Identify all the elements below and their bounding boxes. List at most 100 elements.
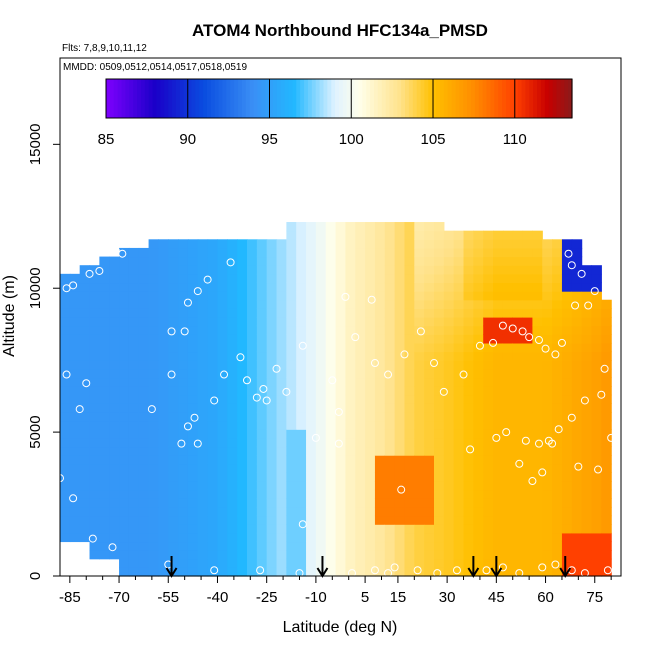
field-cell (355, 515, 366, 525)
field-cell (561, 317, 573, 327)
field-cell (483, 506, 494, 517)
field-cell (69, 506, 81, 517)
field-cell (502, 351, 514, 361)
colorbar-segment (164, 79, 169, 118)
field-cell (138, 463, 150, 473)
field-cell (276, 282, 287, 292)
field-cell (591, 515, 602, 525)
field-cell (532, 472, 543, 482)
field-cell (227, 282, 238, 292)
field-cell (571, 273, 583, 284)
field-cell (591, 308, 602, 318)
field-cell (571, 386, 583, 396)
field-cell (217, 325, 228, 335)
field-cell (158, 351, 169, 361)
field-cell (443, 455, 455, 465)
field-cell (89, 308, 100, 318)
field-cell (384, 265, 396, 275)
field-cell (483, 282, 494, 292)
field-cell (128, 411, 140, 422)
field-cell (581, 308, 593, 318)
field-cell (483, 247, 494, 258)
field-cell (178, 558, 189, 568)
field-cell (89, 317, 100, 327)
field-cell (532, 515, 543, 525)
field-cell (414, 420, 425, 430)
field-cell (384, 394, 396, 404)
field-cell (207, 472, 219, 482)
field-cell (89, 368, 100, 379)
field-cell (60, 403, 71, 413)
field-cell (532, 403, 543, 413)
field-cell (374, 273, 386, 284)
field-cell (187, 567, 199, 577)
field-cell (532, 273, 543, 284)
field-cell (266, 420, 278, 430)
field-cell (128, 567, 140, 577)
colorbar-segment (521, 79, 526, 118)
field-cell (404, 273, 415, 284)
field-cell (473, 403, 484, 413)
field-cell (247, 351, 258, 361)
field-cell (581, 567, 593, 577)
field-cell (335, 489, 347, 499)
colorbar-segment (230, 79, 235, 118)
field-cell (394, 558, 406, 568)
field-cell (325, 360, 337, 370)
field-cell (502, 472, 514, 482)
field-cell (119, 550, 130, 560)
field-cell (355, 239, 366, 249)
field-cell (325, 472, 337, 482)
field-cell (561, 299, 573, 309)
field-cell (306, 506, 317, 517)
sample-point (88, 534, 97, 543)
field-cell (315, 265, 327, 275)
field-cell (601, 489, 612, 499)
field-cell (187, 437, 199, 448)
field-cell (99, 429, 110, 439)
field-cell (384, 239, 396, 249)
field-cell (434, 524, 445, 534)
field-cell (178, 334, 189, 344)
field-cell (60, 472, 71, 482)
field-cell (414, 222, 425, 232)
field-cell (561, 291, 573, 301)
field-cell (148, 368, 160, 379)
field-cell (325, 247, 337, 258)
field-cell (296, 239, 307, 249)
field-cell (552, 377, 563, 387)
field-cell (394, 222, 406, 232)
field-cell (512, 515, 524, 525)
field-cell (325, 351, 337, 361)
field-cell (374, 230, 386, 240)
field-cell (266, 386, 278, 396)
field-cell (79, 317, 91, 327)
field-cell (345, 247, 356, 258)
field-cell (542, 351, 553, 361)
field-cell (306, 222, 317, 232)
field-cell (315, 273, 327, 284)
field-cell (158, 411, 169, 422)
field-cell (138, 377, 150, 387)
field-cell (404, 541, 415, 551)
field-cell (276, 481, 287, 491)
field-cell (128, 273, 140, 284)
colorbar-segment (490, 79, 495, 118)
field-cell (542, 524, 553, 534)
field-cell (187, 481, 199, 491)
field-cell (207, 446, 219, 456)
field-cell (286, 446, 297, 456)
field-cell (581, 550, 593, 560)
field-cell (434, 472, 445, 482)
field-cell (473, 230, 484, 240)
field-cell (591, 567, 602, 577)
colorbar-segment (218, 79, 224, 118)
field-cell (522, 334, 534, 344)
field-cell (207, 342, 219, 353)
field-cell (178, 377, 189, 387)
field-cell (138, 481, 150, 491)
field-cell (335, 420, 347, 430)
field-cell (306, 394, 317, 404)
field-cell (79, 265, 91, 275)
field-cell (552, 291, 563, 301)
